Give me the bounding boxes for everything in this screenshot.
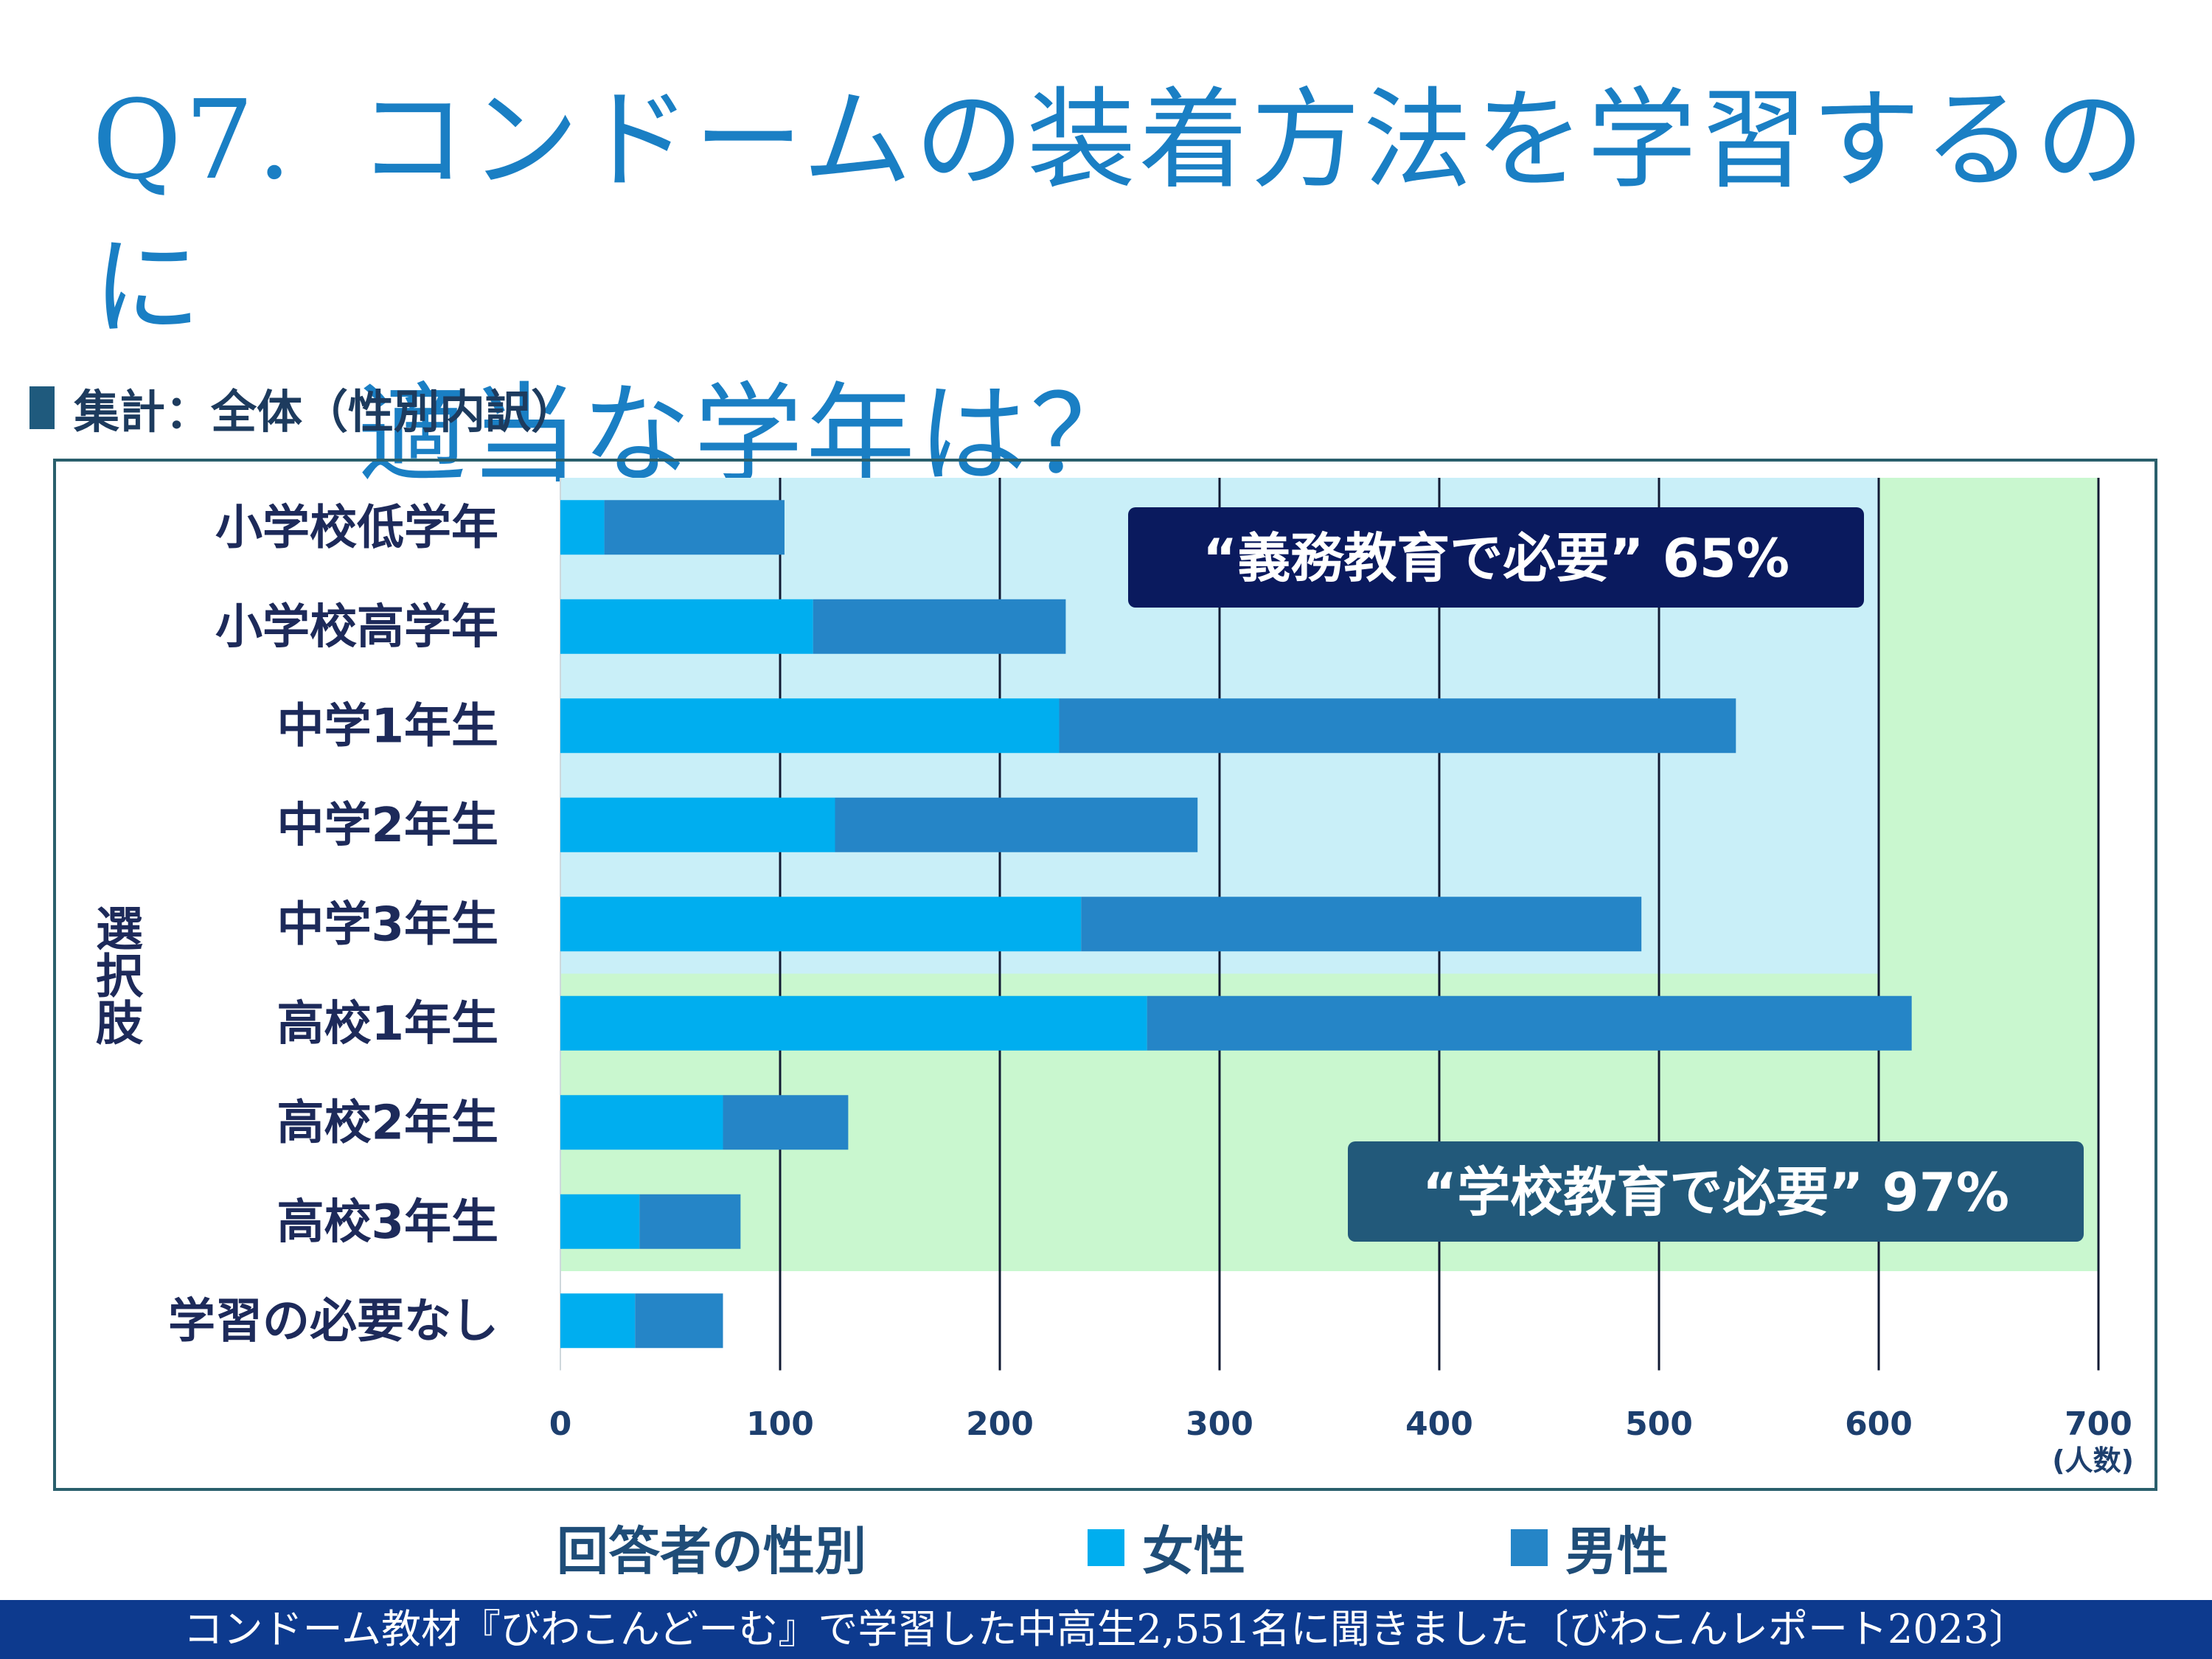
x-tick-label: 300 — [1186, 1405, 1253, 1443]
annotation-box-1 — [1128, 507, 1864, 608]
legend-swatch-male — [1511, 1528, 1548, 1566]
question-number: Q7. — [92, 77, 295, 204]
x-tick-label: 700 — [2065, 1405, 2132, 1443]
bar-female-2 — [560, 698, 1060, 754]
title-line-2: 適当な学年は？ — [358, 372, 1142, 498]
bar-male-3 — [835, 797, 1198, 852]
category-label: 高校1年生 — [276, 997, 498, 1051]
x-tick-label: 200 — [966, 1405, 1034, 1443]
x-tick-label: 400 — [1405, 1405, 1473, 1443]
footer-banner: コンドーム教材『びわこんどーむ』で学習した中高生2,551名に聞きました〔びわこ… — [0, 1600, 2212, 1659]
legend-label-female: 女性 — [1142, 1521, 1245, 1582]
bar-male-6 — [723, 1095, 849, 1150]
section-heading-text: 集計：全体（性別内訳） — [74, 385, 577, 439]
category-label: 中学2年生 — [276, 799, 498, 853]
category-label: 中学1年生 — [276, 699, 498, 754]
bar-female-4 — [560, 897, 1082, 952]
legend-label-male: 男性 — [1565, 1521, 1669, 1582]
category-label: 高校3年生 — [276, 1195, 498, 1250]
bar-female-1 — [560, 599, 813, 654]
bar-male-1 — [813, 599, 1066, 654]
category-label: 小学校高学年 — [215, 600, 498, 655]
legend-item-female: 女性 — [1088, 1510, 1245, 1585]
y-axis-label: 選択肢 — [88, 904, 143, 1046]
bar-female-5 — [560, 995, 1147, 1051]
category-label: 中学3年生 — [276, 897, 498, 952]
legend: 回答者の性別 女性 男性 — [557, 1510, 1669, 1585]
bar-female-0 — [560, 500, 605, 555]
category-label: 小学校低学年 — [215, 501, 498, 555]
annotation-box-2 — [1348, 1141, 2084, 1242]
category-label: 高校2年生 — [276, 1096, 498, 1150]
legend-swatch-female — [1088, 1528, 1124, 1566]
annotation-text-2: “学校教育で必要” 97% — [1422, 1161, 2009, 1223]
category-label: 学習の必要なし — [168, 1294, 498, 1349]
x-tick-label: 0 — [549, 1405, 572, 1443]
chart-frame: 小学校低学年 小学校高学年中学1年生中学2年生中学3年生高校1年生高校2年生高校3… — [53, 459, 2157, 1491]
bar-female-8 — [560, 1293, 636, 1349]
x-unit-label: (人数) — [2052, 1444, 2134, 1477]
bar-male-8 — [635, 1293, 723, 1349]
heading-marker — [29, 386, 55, 429]
bar-female-3 — [560, 797, 835, 852]
section-heading: 集計：全体（性別内訳） — [29, 375, 577, 441]
page-title: Q7. コンドームの装着方法を学習するのに 適当な学年は？ — [92, 66, 2212, 509]
bar-male-4 — [1081, 897, 1642, 952]
bar-male-5 — [1147, 995, 1912, 1051]
x-tick-label: 600 — [1845, 1405, 1913, 1443]
bar-male-2 — [1059, 698, 1736, 754]
legend-title: 回答者の性別 — [557, 1521, 866, 1582]
title-line-1: コンドームの装着方法を学習するのに — [92, 77, 2148, 351]
bar-female-7 — [560, 1194, 640, 1249]
bar-female-6 — [560, 1095, 723, 1150]
bar-male-0 — [604, 500, 785, 555]
bar-male-7 — [639, 1194, 741, 1249]
bar-chart: 小学校低学年小学校高学年中学1年生中学2年生中学3年生高校1年生高校2年生高校3… — [88, 478, 2134, 1477]
legend-item-male: 男性 — [1511, 1510, 1669, 1585]
x-tick-label: 100 — [746, 1405, 814, 1443]
annotation-text-1: “義務教育で必要” 65% — [1203, 527, 1790, 589]
x-tick-label: 500 — [1625, 1405, 1693, 1443]
